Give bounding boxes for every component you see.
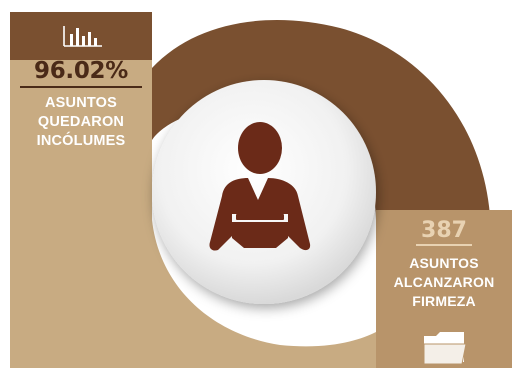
stat-value: 387 xyxy=(416,218,472,246)
stat-label-line: INCÓLUMES xyxy=(36,133,126,149)
stat-label-line: ASUNTOS xyxy=(409,255,479,271)
stat-value: 96.02% xyxy=(20,58,142,88)
person-at-desk-icon xyxy=(209,122,311,251)
stat-label: ASUNTOS ALCANZARON FIRMEZA xyxy=(376,254,512,311)
left-panel-top xyxy=(10,12,152,60)
stat-final-cases: 387 ASUNTOS ALCANZARON FIRMEZA xyxy=(376,218,512,311)
bar-chart-icon xyxy=(63,26,102,47)
stat-label-line: ALCANZARON xyxy=(393,274,495,290)
stat-label-line: QUEDARON xyxy=(37,114,125,130)
folder-icon xyxy=(423,332,467,365)
stat-label-line: ASUNTOS xyxy=(44,95,118,111)
stat-label-line: FIRMEZA xyxy=(412,293,476,309)
tan-swirl xyxy=(10,60,376,368)
stat-label: ASUNTOS QUEDARON INCÓLUMES xyxy=(10,94,152,151)
stat-unaffected-cases: 96.02% ASUNTOS QUEDARON INCÓLUMES xyxy=(10,58,152,151)
